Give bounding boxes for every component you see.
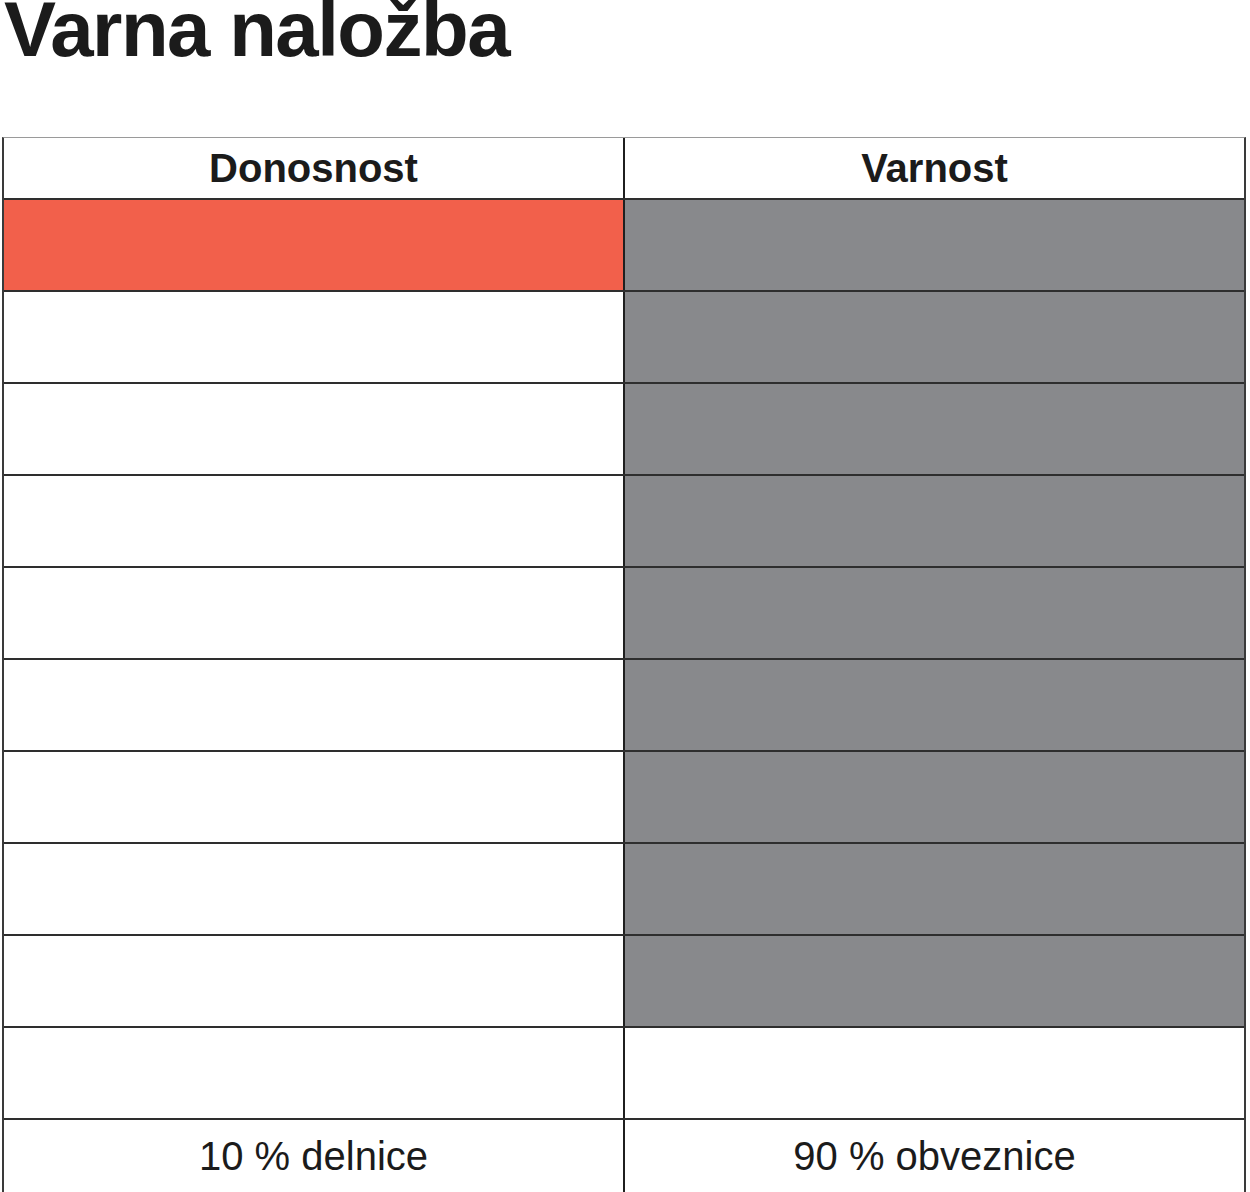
cell-donosnost xyxy=(4,844,625,934)
table-row xyxy=(4,660,1244,752)
cell-varnost xyxy=(625,568,1244,658)
cell-varnost xyxy=(625,292,1244,382)
cell-donosnost xyxy=(4,292,625,382)
table-row xyxy=(4,384,1244,476)
cell-donosnost xyxy=(4,384,625,474)
cell-donosnost xyxy=(4,752,625,842)
table-row xyxy=(4,200,1244,292)
cell-donosnost xyxy=(4,936,625,1026)
page-title: Varna naložba xyxy=(4,0,509,68)
cell-donosnost xyxy=(4,1028,625,1118)
cell-varnost xyxy=(625,1028,1244,1118)
cell-varnost xyxy=(625,476,1244,566)
table-row xyxy=(4,476,1244,568)
table-row xyxy=(4,292,1244,384)
cell-donosnost xyxy=(4,660,625,750)
cell-donosnost xyxy=(4,200,625,290)
allocation-grid xyxy=(4,200,1244,1120)
table-row xyxy=(4,752,1244,844)
cell-varnost xyxy=(625,752,1244,842)
column-header-varnost: Varnost xyxy=(625,138,1244,198)
allocation-table: Donosnost Varnost 10 % delnice 90 % obve… xyxy=(2,137,1246,1192)
cell-varnost xyxy=(625,384,1244,474)
cell-varnost xyxy=(625,844,1244,934)
table-header-row: Donosnost Varnost xyxy=(4,138,1244,200)
table-row xyxy=(4,568,1244,660)
cell-varnost xyxy=(625,936,1244,1026)
cell-varnost xyxy=(625,200,1244,290)
cell-donosnost xyxy=(4,568,625,658)
column-header-donosnost: Donosnost xyxy=(4,138,625,198)
cell-varnost xyxy=(625,660,1244,750)
cell-donosnost xyxy=(4,476,625,566)
footer-label-varnost: 90 % obveznice xyxy=(625,1120,1244,1192)
table-row xyxy=(4,1028,1244,1120)
table-row xyxy=(4,844,1244,936)
table-row xyxy=(4,936,1244,1028)
footer-label-donosnost: 10 % delnice xyxy=(4,1120,625,1192)
table-footer-row: 10 % delnice 90 % obveznice xyxy=(4,1120,1244,1192)
